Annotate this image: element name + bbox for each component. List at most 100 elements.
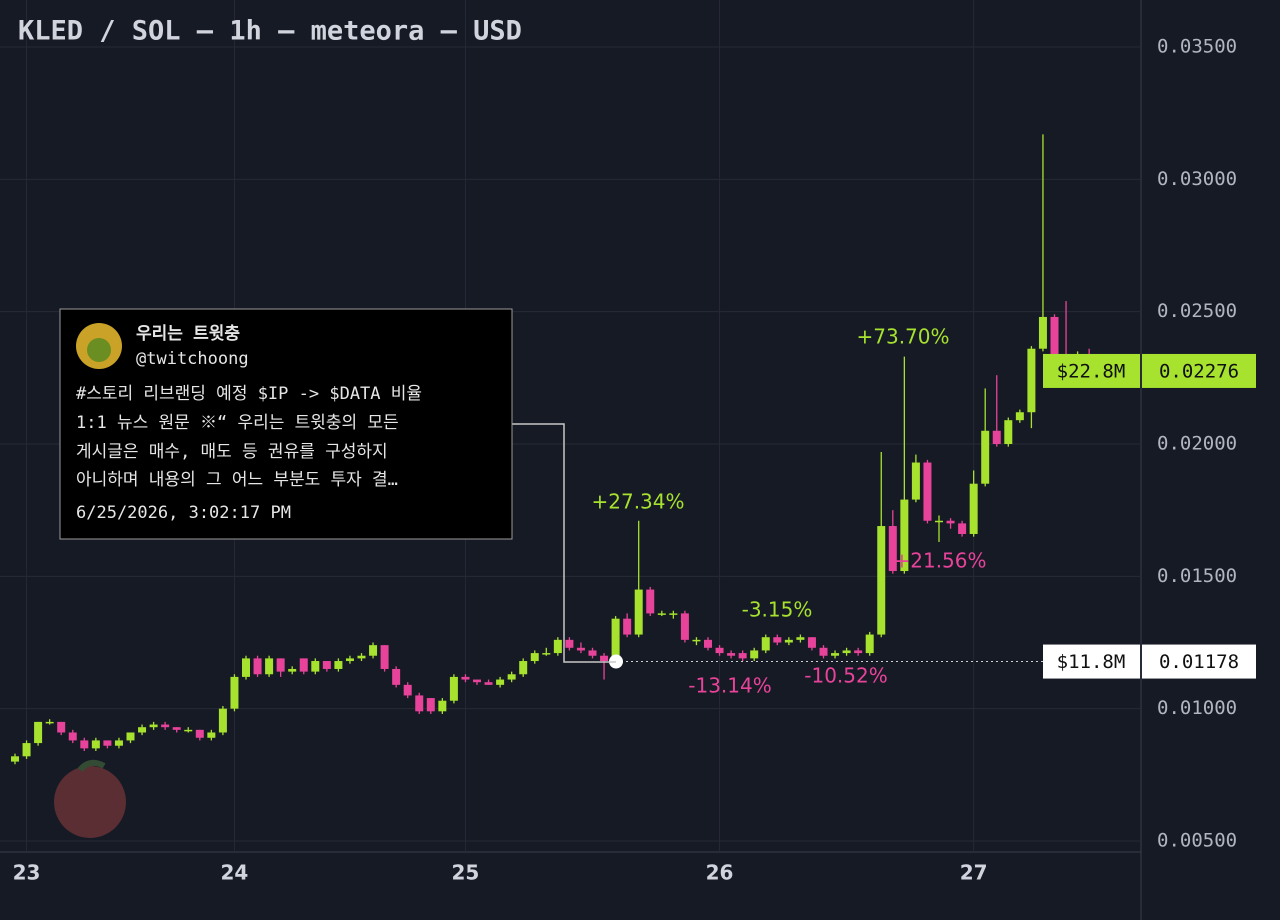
candle-body bbox=[449, 676, 458, 701]
connector bbox=[512, 423, 616, 663]
price-tag bbox=[1142, 644, 1256, 679]
candle-body bbox=[22, 743, 31, 757]
candle-body bbox=[692, 639, 701, 642]
candle-body bbox=[1038, 316, 1047, 349]
candle-body bbox=[91, 740, 100, 749]
candle-body bbox=[657, 613, 666, 615]
annotation: -3.15% bbox=[742, 598, 813, 622]
candle-body bbox=[553, 639, 562, 654]
candle-body bbox=[484, 682, 493, 685]
candle-body bbox=[126, 732, 135, 741]
candle-body bbox=[114, 740, 123, 746]
candle-body bbox=[854, 650, 863, 654]
candle-body bbox=[911, 462, 920, 500]
candle-body bbox=[265, 658, 274, 675]
candle-body bbox=[992, 430, 1001, 444]
candle-body bbox=[588, 650, 597, 656]
candle-body bbox=[138, 727, 147, 733]
candle-body bbox=[842, 650, 851, 654]
candle-body bbox=[969, 483, 978, 534]
candle-body bbox=[576, 647, 585, 651]
candle-body bbox=[877, 526, 886, 635]
candle-body bbox=[773, 637, 782, 643]
candle-body bbox=[299, 658, 308, 672]
candle-body bbox=[715, 647, 724, 654]
tweet-name: 우리는 트윗충 bbox=[136, 324, 240, 344]
candle-body bbox=[1050, 316, 1059, 355]
x-tick-label: 23 bbox=[13, 861, 41, 885]
candle-body bbox=[473, 679, 481, 683]
chart-title: KLED / SOL — 1h — meteora — USD bbox=[18, 16, 522, 47]
x-tick-label: 24 bbox=[221, 861, 249, 885]
candle-body bbox=[242, 658, 250, 677]
price-tag bbox=[1142, 353, 1256, 388]
y-tick-label: 0.02500 bbox=[1157, 300, 1237, 322]
candle-body bbox=[426, 698, 435, 712]
y-tick-label: 0.01000 bbox=[1157, 697, 1237, 719]
y-tick-label: 0.03500 bbox=[1157, 36, 1237, 58]
candle-body bbox=[80, 740, 89, 749]
candle-body bbox=[230, 676, 239, 709]
candle-body bbox=[195, 729, 204, 738]
candle-body bbox=[981, 430, 990, 484]
tweet-box bbox=[59, 308, 513, 540]
annotation: +21.56% bbox=[893, 549, 986, 573]
candle-body bbox=[253, 658, 262, 675]
candle-body bbox=[738, 653, 747, 659]
mcap-tag bbox=[1043, 644, 1140, 679]
candle-body bbox=[611, 618, 620, 662]
mcap-tag bbox=[1043, 353, 1140, 388]
tweet-line: 아니하며 내용의 그 어느 부분도 투자 결… bbox=[76, 470, 398, 490]
x-tick-label: 25 bbox=[452, 861, 480, 885]
candle-body bbox=[403, 684, 412, 696]
candle-body bbox=[276, 658, 285, 672]
y-tick-label: 0.03000 bbox=[1157, 168, 1237, 190]
candle-body bbox=[646, 589, 655, 614]
candle-body bbox=[784, 639, 793, 643]
candle-body bbox=[1015, 412, 1024, 421]
candle-body bbox=[184, 729, 193, 732]
price-label: 0.01178 bbox=[1159, 651, 1239, 673]
candle-body bbox=[704, 639, 712, 648]
candle-body bbox=[727, 653, 736, 656]
candle-body bbox=[519, 661, 528, 675]
candle-body bbox=[288, 668, 297, 672]
candle-body bbox=[831, 653, 840, 656]
candle-body bbox=[149, 724, 158, 728]
candle-body bbox=[311, 661, 320, 672]
annotation: +27.34% bbox=[591, 490, 684, 514]
candle-body bbox=[923, 462, 932, 521]
tweet-date: 6/25/2026, 3:02:17 PM bbox=[76, 503, 291, 523]
candle-body bbox=[600, 655, 609, 662]
candle-body bbox=[496, 679, 505, 685]
candle-body bbox=[461, 676, 470, 680]
candle-body bbox=[1004, 420, 1013, 444]
candle-body bbox=[103, 740, 112, 746]
candle-body bbox=[807, 637, 816, 648]
candle-body bbox=[45, 721, 54, 724]
candle-body bbox=[565, 639, 574, 648]
candle-body bbox=[345, 658, 354, 662]
price-label: 0.02276 bbox=[1159, 360, 1239, 382]
tweet-line: 1:1 뉴스 원문 ※“ 우리는 트윗충의 모든 bbox=[76, 413, 399, 433]
candle-body bbox=[334, 661, 343, 669]
candle-body bbox=[669, 613, 678, 615]
tweet-card: 우리는 트윗충 @twitchoong #스토리 리브랜딩 예정 $IP -> … bbox=[59, 308, 616, 663]
watermark bbox=[54, 759, 126, 838]
avatar-inner bbox=[87, 338, 111, 362]
annotation: -10.52% bbox=[804, 664, 887, 688]
candle-body bbox=[530, 653, 539, 662]
candle-body bbox=[958, 523, 967, 534]
candle-body bbox=[438, 700, 447, 712]
candle-body bbox=[34, 721, 43, 744]
candle-body bbox=[57, 721, 66, 733]
candle-body bbox=[750, 650, 759, 659]
y-tick-label: 0.00500 bbox=[1157, 830, 1237, 852]
candle-body bbox=[865, 634, 874, 654]
x-tick-label: 26 bbox=[706, 861, 734, 885]
candle-body bbox=[380, 645, 389, 669]
y-tick-label: 0.02000 bbox=[1157, 433, 1237, 455]
candle-body bbox=[900, 499, 909, 572]
